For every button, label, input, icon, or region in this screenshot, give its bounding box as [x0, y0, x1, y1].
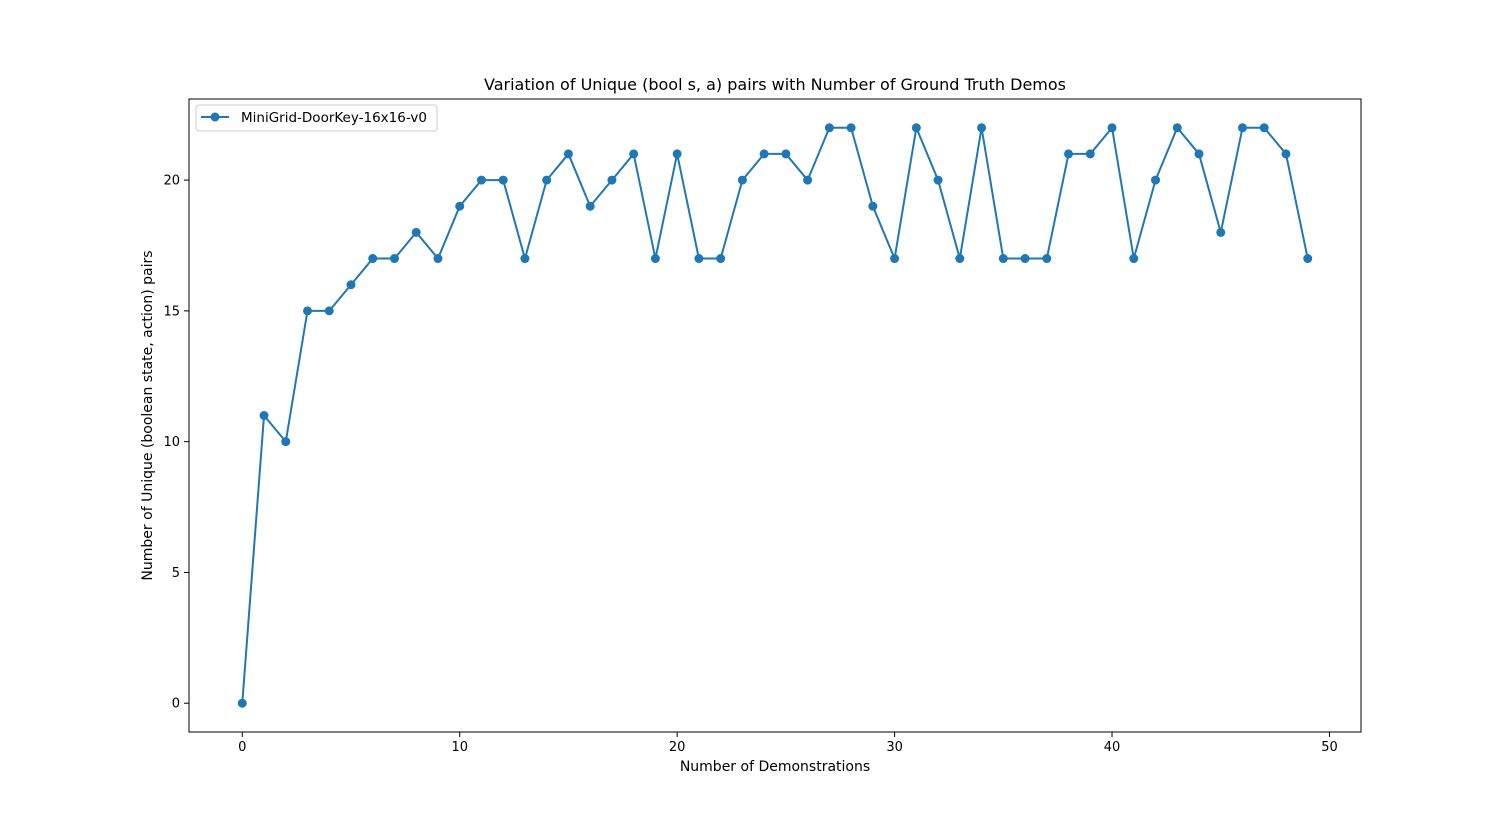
- data-point: [977, 123, 987, 133]
- legend-entry-label: MiniGrid-DoorKey-16x16-v0: [241, 110, 427, 126]
- data-point: [803, 175, 813, 185]
- chart-title: Variation of Unique (bool s, a) pairs wi…: [484, 75, 1066, 94]
- data-point: [476, 175, 486, 185]
- y-tick-label: 5: [172, 566, 180, 581]
- data-point: [259, 411, 269, 420]
- data-point: [585, 201, 595, 211]
- data-point: [955, 254, 965, 264]
- data-point: [1194, 149, 1204, 159]
- data-point: [563, 149, 573, 159]
- data-point: [455, 201, 465, 211]
- data-point: [1085, 149, 1095, 159]
- data-point: [281, 437, 291, 447]
- x-tick-label: 40: [1104, 740, 1121, 755]
- data-point: [368, 254, 378, 264]
- data-point: [346, 280, 356, 290]
- data-point: [933, 175, 943, 185]
- series-line: [241, 126, 1309, 704]
- data-point: [1259, 123, 1269, 133]
- data-point: [1303, 254, 1313, 264]
- data-point: [716, 254, 726, 264]
- legend-box: [195, 104, 438, 132]
- data-point: [890, 254, 900, 264]
- data-point: [1064, 149, 1074, 159]
- data-point: [846, 123, 856, 133]
- data-point: [1216, 227, 1226, 237]
- data-point: [303, 306, 312, 316]
- data-point: [1172, 123, 1182, 133]
- data-point: [911, 123, 921, 133]
- data-point: [389, 254, 399, 264]
- plot-area: 0 10 20 30 40 50 0 5 10 15 20: [163, 98, 1362, 755]
- data-point: [1020, 254, 1030, 264]
- data-point: [759, 149, 769, 159]
- data-point: [433, 254, 443, 264]
- data-point: [498, 175, 508, 185]
- data-point: [1129, 254, 1139, 264]
- data-point: [1151, 175, 1161, 185]
- data-point: [694, 254, 704, 264]
- data-point: [1107, 123, 1117, 133]
- data-point: [737, 175, 747, 185]
- data-point: [672, 149, 682, 159]
- data-point: [650, 254, 660, 264]
- data-point: [1042, 254, 1052, 264]
- y-axis-ticks: 0 5 10 15 20: [163, 174, 189, 712]
- legend-marker-swatch: [210, 112, 220, 122]
- x-tick-label: 30: [886, 740, 903, 755]
- x-axis-label: Number of Demonstrations: [680, 759, 870, 775]
- data-point: [824, 123, 834, 133]
- plot-frame: [188, 98, 1362, 733]
- y-tick-label: 0: [172, 697, 180, 712]
- x-tick-label: 50: [1321, 740, 1338, 755]
- data-point: [781, 149, 791, 159]
- x-tick-label: 20: [669, 740, 686, 755]
- data-point: [629, 149, 639, 159]
- data-point: [998, 254, 1008, 264]
- data-point: [411, 227, 421, 237]
- x-tick-label: 0: [238, 740, 246, 755]
- data-point: [324, 306, 334, 316]
- legend: MiniGrid-DoorKey-16x16-v0: [195, 104, 438, 132]
- x-axis-ticks: 0 10 20 30 40 50: [238, 732, 1338, 755]
- data-point: [520, 254, 530, 264]
- y-tick-label: 15: [163, 304, 180, 319]
- data-point: [607, 175, 617, 185]
- series-layer: [237, 123, 1313, 708]
- data-point: [237, 698, 247, 708]
- data-point: [542, 175, 552, 185]
- y-tick-label: 10: [163, 435, 180, 450]
- y-axis-label: Number of Unique (boolean state, action)…: [140, 250, 156, 580]
- data-point: [868, 201, 878, 211]
- data-point: [1238, 123, 1247, 133]
- x-tick-label: 10: [451, 740, 468, 755]
- data-point: [1281, 149, 1291, 159]
- y-tick-label: 20: [163, 174, 180, 189]
